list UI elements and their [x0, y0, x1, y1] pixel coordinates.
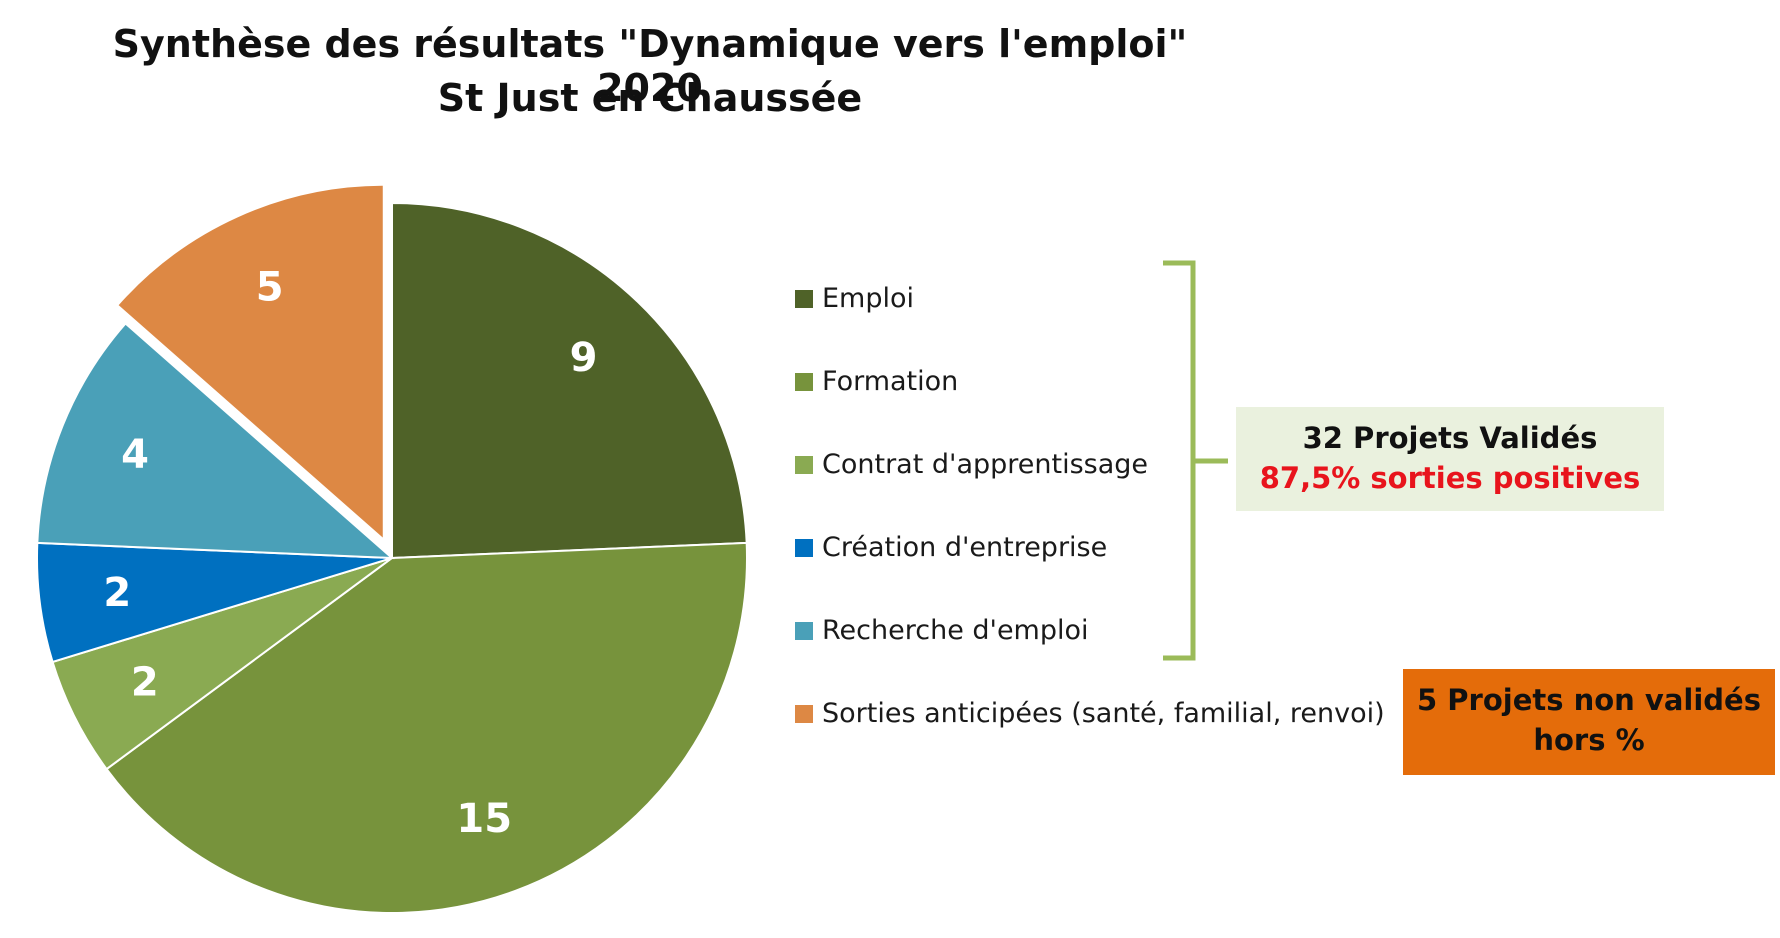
data-label-creation-d-entreprise: 2: [103, 570, 131, 616]
legend-item-formation: Formation: [795, 365, 1385, 448]
legend-item-sorties-anticipees-sante-familial-renvoi: Sorties anticipées (santé, familial, ren…: [795, 697, 1385, 780]
validated-projects-count: 32 Projets Validés: [1302, 421, 1598, 455]
data-label-formation: 15: [456, 796, 512, 842]
legend-swatch: [795, 373, 813, 391]
legend-swatch: [795, 622, 813, 640]
pie-slice-sorties-anticipees-sante-familial-renvoi: [115, 183, 385, 542]
legend-item-emploi: Emploi: [795, 282, 1385, 365]
legend-swatch: [795, 456, 813, 474]
data-label-sorties-anticipees-sante-familial-renvoi: 5: [256, 264, 284, 310]
legend-swatch: [795, 705, 813, 723]
non-validated-projects-box: 5 Projets non validés hors %: [1403, 669, 1775, 775]
non-validated-note: hors %: [1533, 723, 1645, 757]
pie-slice-recherche-d-emploi: [36, 322, 395, 560]
chart-subtitle: St Just en Chaussée: [437, 76, 863, 120]
pie-slice-emploi: [391, 201, 748, 560]
legend-label: Création d'entreprise: [822, 532, 1108, 563]
data-label-recherche-d-emploi: 4: [121, 432, 149, 478]
chart-legend: Emploi Formation Contrat d'apprentissage Cr…: [795, 282, 1385, 780]
data-label-emploi: 9: [570, 335, 598, 381]
legend-label: Recherche d'emploi: [822, 615, 1089, 646]
pie-chart: 9 15 22 4 5: [36, 183, 748, 914]
legend-swatch: [795, 290, 813, 308]
legend-label: Emploi: [822, 283, 915, 314]
data-label-contrat-d-apprentissage: 2: [131, 660, 159, 706]
legend-label: Formation: [822, 366, 959, 397]
legend-item-contrat-d-apprentissage: Contrat d'apprentissage: [795, 448, 1385, 531]
non-validated-projects-count: 5 Projets non validés: [1417, 683, 1761, 717]
legend-item-recherche-d-emploi: Recherche d'emploi: [795, 614, 1385, 697]
pie-slice-formation: [105, 541, 748, 914]
legend-label: Sorties anticipées (santé, familial, ren…: [822, 698, 1385, 729]
validated-projects-box: 32 Projets Validés 87,5% sorties positiv…: [1236, 407, 1664, 511]
chart-title: Synthèse des résultats "Dynamique vers l…: [112, 22, 1188, 110]
legend-label: Contrat d'apprentissage: [822, 449, 1149, 480]
validated-bracket: [1163, 260, 1228, 661]
positive-exits-rate: 87,5% sorties positives: [1259, 461, 1641, 495]
legend-swatch: [795, 539, 813, 557]
legend-item-creation-d-entreprise: Création d'entreprise: [795, 531, 1385, 614]
